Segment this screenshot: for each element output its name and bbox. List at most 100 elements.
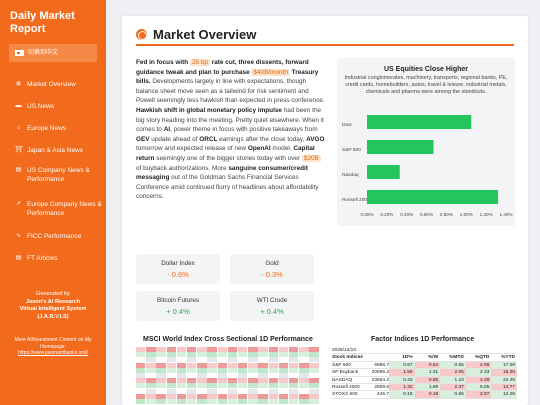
article-text: Treasury bills.	[136, 68, 319, 86]
sidebar-item-europe-news[interactable]: ⌂ Europe News	[15, 124, 103, 133]
heatmap-cell	[258, 367, 268, 373]
heatmap-cell	[156, 378, 166, 384]
article-text: tomorrow and expected release of new	[136, 145, 247, 153]
heatmap-cell	[309, 347, 319, 352]
article-text: Hawkish shift in global monetary policy …	[136, 106, 282, 114]
heatmap-cell	[146, 362, 156, 368]
tile-value: + 0.4%	[166, 307, 190, 316]
table-cell: 5.05	[465, 383, 492, 391]
table-cell: STOXX 600	[332, 392, 358, 398]
table-row: NASDAQ 23654.2 0.33 0.85 1.23 4.39 22.49	[331, 376, 517, 384]
heatmap-cell	[278, 362, 289, 368]
tile-label: WTI Crude	[256, 297, 288, 304]
heatmap-cell	[187, 378, 197, 384]
sidebar-item-market-overview[interactable]: ◍ Market Overview	[15, 80, 103, 89]
heatmap-cell	[187, 383, 197, 389]
heatmap-cell	[289, 367, 299, 373]
tile-value: + 0.4%	[260, 307, 284, 316]
heatmap-cell	[227, 347, 238, 352]
heatmap-cell	[278, 399, 289, 404]
heatmap-cell	[268, 367, 278, 373]
table-cell: 1.32	[389, 383, 415, 391]
heatmap-cell	[278, 367, 289, 373]
heatmap-cell	[176, 367, 187, 373]
highlight-badge: $40B/month	[251, 68, 290, 76]
highlight-badge: $20B	[301, 154, 321, 162]
heatmap-cell	[217, 357, 227, 363]
heatmap-cell	[146, 383, 156, 389]
heatmap-cell	[227, 393, 238, 399]
heatmap-cell	[268, 362, 278, 368]
heatmap-cell	[156, 388, 166, 394]
article-text: Developments largely in line with expect…	[136, 78, 325, 105]
highlight-badge: 25 bp	[189, 59, 210, 66]
sidebar-item-ft-articles[interactable]: ▤ FT Articles	[15, 254, 103, 263]
heatmap-cell	[258, 393, 268, 399]
heatmap-cell	[136, 362, 146, 368]
heatmap-cell	[146, 367, 156, 373]
homepage-link[interactable]: https://www.jasonantbanks.xml/	[18, 350, 88, 356]
category-label: S&P 500	[342, 147, 361, 153]
heatmap-cell	[309, 393, 319, 399]
sidebar-item-us-company-news-performance[interactable]: ▤ US Company News & Performance	[15, 166, 103, 184]
language-toggle-button[interactable]: 切换到中文	[9, 44, 97, 62]
heatmap-cell	[248, 393, 258, 399]
heatmap-cell	[166, 347, 176, 352]
sidebar-item-japan-asia-news[interactable]: ⛩ Japan & Asia News	[15, 146, 103, 155]
heatmap-cell	[248, 373, 258, 378]
heatmap-cell	[268, 399, 278, 404]
category-label: Dow	[342, 122, 352, 128]
heatmap-cell	[309, 352, 319, 358]
sidebar-item-label: Japan & Asia News	[27, 147, 84, 154]
heatmap-cell	[156, 393, 166, 399]
article-text: AVGO	[306, 135, 325, 143]
heatmap-cell	[136, 347, 146, 352]
heatmap-cell	[207, 393, 217, 399]
heatmap-cell	[207, 357, 217, 363]
table-cell: 12.28	[491, 391, 517, 398]
generated-by-label: Generated by	[36, 291, 70, 297]
heatmap-cell	[278, 373, 289, 378]
heatmap-cell	[217, 367, 227, 373]
heatmap-cell	[248, 399, 258, 404]
jarvis-label: (J.A.R.V.I.S)	[37, 313, 69, 320]
more-info-block: More AI/Investment Content on My Homepag…	[6, 337, 100, 357]
heatmap-cell	[238, 347, 248, 352]
article-text: model.	[272, 145, 292, 153]
heatmap-cell	[197, 383, 207, 389]
heatmap-cell	[197, 388, 207, 394]
heatmap-cell	[278, 378, 289, 384]
table-header-row: Stock Indices 1D% %/W %MTD %QTD %YTD	[331, 354, 517, 362]
sidebar-item-us-news[interactable]: ▬ US News	[15, 102, 103, 111]
language-toggle-label: 切换到中文	[28, 50, 59, 56]
msci-section-title: MSCI World Index Cross Sectional 1D Perf…	[143, 336, 313, 343]
table-cell: 0.85	[414, 376, 441, 383]
heatmap-cell	[197, 352, 207, 358]
table-cell: 2.96	[465, 361, 492, 369]
heatmap-cell	[197, 367, 207, 373]
column-header: %MTD	[449, 355, 464, 361]
heatmap-cell	[197, 362, 207, 368]
article-text: rate cut, three dissents, forward guidan…	[136, 59, 309, 76]
article-text: seemingly one of the bigger stories toda…	[156, 154, 301, 162]
heatmap-cell	[258, 357, 268, 363]
heatmap-cell	[187, 399, 197, 404]
heatmap-cell	[289, 357, 299, 363]
column-header: Stock Indices	[332, 355, 363, 361]
heatmap-cell	[197, 347, 207, 352]
heatmap-cell	[187, 362, 197, 368]
sidebar-item-europe-company-news-performance[interactable]: ➚ Europe Company News & Performance	[15, 200, 103, 218]
heatmap-cell	[289, 388, 299, 394]
heatmap-cell	[258, 373, 268, 378]
heatmap-cell	[187, 367, 197, 373]
table-cell: 0.54	[414, 361, 441, 369]
heatmap-cell	[238, 378, 248, 384]
heatmap-cell	[146, 357, 156, 363]
heatmap-cell	[299, 367, 309, 373]
heatmap-cell	[309, 388, 319, 394]
heatmap-cell	[156, 347, 166, 352]
sidebar-item-label: Market Overview	[27, 81, 76, 88]
heatmap-cell	[309, 362, 319, 368]
heatmap-cell	[299, 352, 309, 358]
sidebar-item-ficc-performance[interactable]: ∿ FICC Performance	[15, 232, 103, 241]
